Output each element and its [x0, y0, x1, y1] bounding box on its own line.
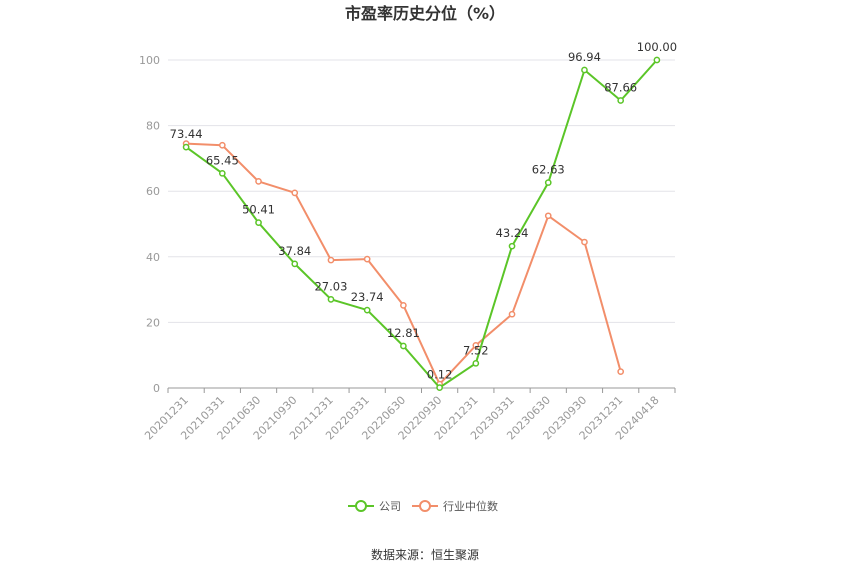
- y-tick-label: 40: [146, 251, 160, 264]
- data-label: 62.63: [532, 163, 565, 177]
- data-point[interactable]: [544, 212, 552, 220]
- source-note: 数据来源：恒生聚源: [371, 547, 479, 562]
- data-label: 73.44: [170, 127, 203, 141]
- y-tick-label: 20: [146, 316, 160, 329]
- data-point[interactable]: [327, 256, 335, 264]
- data-point[interactable]: [508, 310, 516, 318]
- data-label: 27.03: [314, 279, 347, 293]
- data-label: 50.41: [242, 203, 275, 217]
- data-point[interactable]: [436, 384, 443, 391]
- data-point[interactable]: [400, 301, 407, 309]
- data-label: 0.12: [427, 368, 453, 382]
- data-point[interactable]: [653, 56, 661, 64]
- chart-title: 市盈率历史分位（%）: [345, 4, 505, 23]
- y-tick-label: 100: [139, 54, 160, 67]
- data-point[interactable]: [218, 169, 226, 177]
- data-label: 7.52: [463, 343, 489, 357]
- legend-marker[interactable]: [419, 500, 431, 512]
- data-point[interactable]: [363, 255, 371, 263]
- data-point[interactable]: [508, 242, 516, 250]
- data-point[interactable]: [581, 238, 588, 246]
- legend-marker[interactable]: [355, 500, 367, 512]
- legend[interactable]: 公司 行业中位数: [348, 499, 498, 513]
- data-point[interactable]: [617, 368, 625, 375]
- data-point[interactable]: [218, 141, 226, 149]
- y-tick-label: 0: [153, 382, 160, 395]
- legend-label[interactable]: 公司: [379, 500, 401, 513]
- data-point[interactable]: [472, 342, 480, 349]
- data-point[interactable]: [255, 219, 262, 227]
- series-line: [185, 59, 658, 389]
- y-tick-label: 60: [146, 185, 160, 198]
- data-label: 96.94: [568, 50, 601, 64]
- data-point[interactable]: [617, 97, 625, 104]
- data-point[interactable]: [363, 306, 371, 314]
- data-point[interactable]: [544, 179, 552, 186]
- data-point[interactable]: [581, 66, 588, 74]
- series-layer: [182, 56, 661, 391]
- axes: 0204060801002020123120210331202106302021…: [139, 54, 676, 442]
- data-point[interactable]: [182, 143, 190, 151]
- grid: [168, 59, 675, 323]
- data-label: 12.81: [387, 326, 420, 340]
- data-point[interactable]: [400, 342, 407, 350]
- data-label: 87.66: [604, 80, 637, 94]
- data-label: 43.24: [496, 226, 529, 240]
- data-label: 100.00: [637, 40, 677, 54]
- data-label: 37.84: [278, 244, 311, 258]
- data-point[interactable]: [472, 359, 480, 367]
- data-point[interactable]: [291, 189, 299, 197]
- data-point[interactable]: [291, 260, 299, 268]
- legend-label[interactable]: 行业中位数: [443, 499, 498, 513]
- data-label: 65.45: [206, 153, 239, 167]
- data-label: 23.74: [351, 290, 384, 304]
- data-point[interactable]: [327, 295, 335, 303]
- data-point[interactable]: [255, 178, 262, 185]
- y-tick-label: 80: [146, 120, 160, 133]
